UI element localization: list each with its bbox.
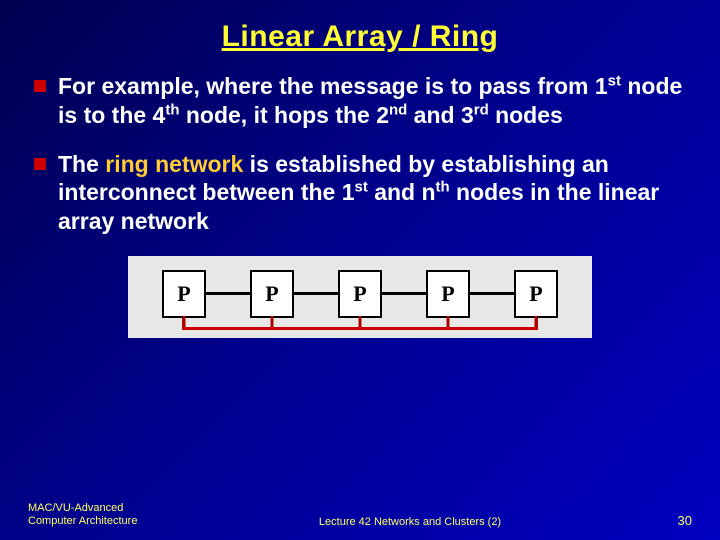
bullet-marker-icon (34, 80, 46, 92)
node: P (162, 270, 206, 318)
ring-stub (271, 316, 274, 328)
link (382, 292, 426, 295)
highlight-text: ring network (105, 151, 243, 177)
link (206, 292, 250, 295)
footer-left: MAC/VU-Advanced Computer Architecture (28, 502, 188, 528)
slide-title: Linear Array / Ring (0, 0, 720, 54)
ring-stub (183, 316, 186, 328)
footer-center: Lecture 42 Networks and Clusters (2) (188, 516, 632, 528)
node: P (514, 270, 558, 318)
footer: MAC/VU-Advanced Computer Architecture Le… (0, 502, 720, 528)
bullet-item: The ring network is established by estab… (34, 150, 686, 236)
bullet-item: For example, where the message is to pas… (34, 72, 686, 130)
content-area: For example, where the message is to pas… (0, 54, 720, 338)
link (470, 292, 514, 295)
bullet-text: The ring network is established by estab… (58, 150, 686, 236)
ring-stub (447, 316, 450, 328)
bullet-text: For example, where the message is to pas… (58, 72, 686, 130)
node: P (250, 270, 294, 318)
diagram-container: P P P P P (34, 256, 686, 338)
bullet-marker-icon (34, 158, 46, 170)
slide: Linear Array / Ring For example, where t… (0, 0, 720, 540)
node: P (338, 270, 382, 318)
node-row: P P P P P (162, 270, 558, 318)
decorative-corner-icon (630, 420, 720, 510)
node: P (426, 270, 470, 318)
link (294, 292, 338, 295)
ring-stub (359, 316, 362, 328)
page-number: 30 (632, 513, 692, 528)
ring-stub (535, 316, 538, 328)
ring-diagram: P P P P P (128, 256, 592, 338)
